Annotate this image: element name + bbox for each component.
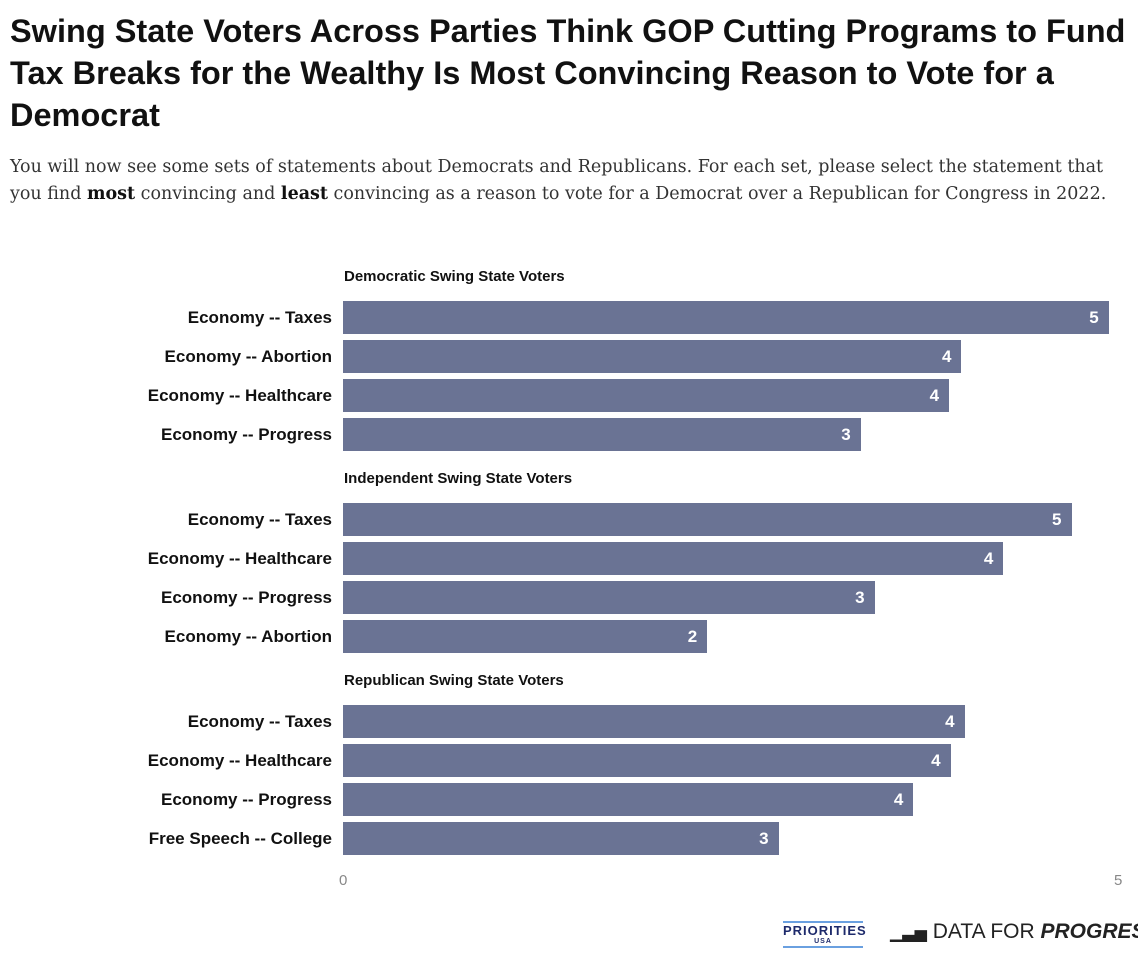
bar-chart-icon: ▁▃▅ [890,925,927,942]
subtitle-text: convincing as a reason to vote for a Dem… [327,183,1107,204]
category-label: Economy -- Taxes [187,308,332,327]
data-label: 4 [893,790,904,809]
bar: 5 [343,301,1109,334]
bar: 4 [343,542,1004,575]
category-label: Economy -- Taxes [187,510,332,529]
data-for-progress-logo: ▁▃▅ DATA FOR PROGRESS [890,920,1138,943]
category-label: Economy -- Progress [161,790,332,809]
x-tick-label: 0 [339,872,348,889]
chart-subtitle: You will now see some sets of statements… [10,154,1130,207]
bar: 3 [343,418,861,451]
data-label: 3 [841,425,851,444]
data-label: 4 [945,712,955,731]
category-label: Economy -- Healthcare [147,549,332,568]
category-label: Economy -- Taxes [187,712,332,731]
bar: 2 [343,620,708,653]
category-label: Free Speech -- College [148,829,332,848]
bar: 4 [343,379,950,412]
group-title: Independent Swing State Voters [344,470,573,487]
data-label: 5 [1052,510,1062,529]
chart-title: Swing State Voters Across Parties Think … [10,13,1126,133]
category-label: Economy -- Progress [161,588,332,607]
subtitle-emphasis-most: most [86,183,136,204]
data-label: 4 [931,751,941,770]
priorities-usa-logo: PRIORITIES USA [783,921,866,948]
data-label: 3 [759,829,769,848]
data-label: 4 [983,549,994,568]
subtitle-text: convincing and [135,183,281,204]
bar: 4 [343,340,962,373]
data-label: 4 [941,347,952,366]
data-label: 2 [687,627,698,646]
data-label: 3 [855,588,865,607]
subtitle-emphasis-least: least [280,183,328,204]
category-label: Economy -- Progress [161,425,332,444]
group-title: Republican Swing State Voters [344,672,564,689]
category-label: Economy -- Abortion [164,627,332,646]
data-label: 4 [929,386,940,405]
group-title: Democratic Swing State Voters [344,268,565,285]
bar: 4 [343,705,965,738]
bar: 3 [343,581,875,614]
subtitle-text: You will now see some sets of statements… [10,157,1104,204]
category-label: Economy -- Healthcare [147,386,332,405]
category-label: Economy -- Abortion [164,347,332,366]
x-tick-label: 5 [1114,872,1123,889]
data-label: 5 [1089,308,1099,327]
category-label: Economy -- Healthcare [147,751,332,770]
bar: 4 [343,783,914,816]
bar: 5 [343,503,1072,536]
bar: 4 [343,744,951,777]
bar: 3 [343,822,779,855]
